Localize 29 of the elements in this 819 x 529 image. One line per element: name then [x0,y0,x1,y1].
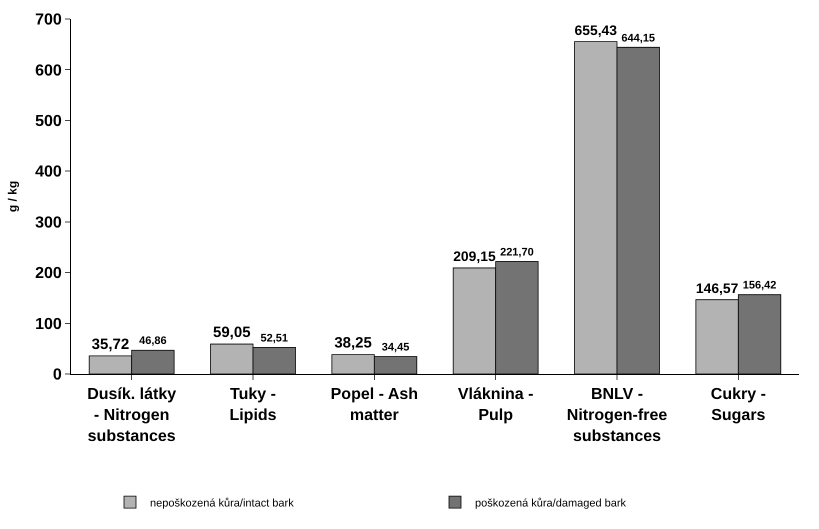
x-tick-label: Cukry - Sugars [710,386,766,424]
data-label: 52,51 [260,332,288,344]
data-label: 156,42 [742,280,776,292]
y-tick-label: 0 [52,366,62,384]
x-tick-label: Popel - Ash matter [330,386,418,424]
y-tick-label: 200 [35,265,62,282]
x-tick-label: Dusík. látky - Nitrogen substances [87,386,176,445]
data-label: 34,45 [382,342,410,354]
data-label: 655,43 [574,22,618,38]
x-tick-label: BNLV - Nitrogen-free substances [566,386,668,445]
y-tick-label: 400 [35,164,62,181]
x-tick-label: Tuky - Lipids [229,386,277,424]
x-tick-label: Vláknina - Pulp [458,386,534,424]
y-tick-label: 300 [35,214,62,232]
data-label: 644,15 [621,32,656,44]
y-axis-title: g / kg [5,180,20,212]
data-label: 146,57 [696,280,739,296]
y-tick-label: 700 [35,12,62,29]
y-tick-label: 100 [35,316,62,333]
data-label: 46,86 [139,335,167,348]
data-label: 221,70 [500,246,534,259]
y-tick-label: 600 [35,62,62,80]
legend-label: nepoškozená kůra/intact bark [150,497,294,510]
data-label: 38,25 [334,334,372,352]
data-label: 59,05 [212,324,251,342]
y-tick-label: 500 [35,113,62,130]
data-label: 35,72 [92,336,130,353]
legend-label: poškozená kůra/damaged bark [475,497,627,510]
data-label: 209,15 [453,248,496,264]
